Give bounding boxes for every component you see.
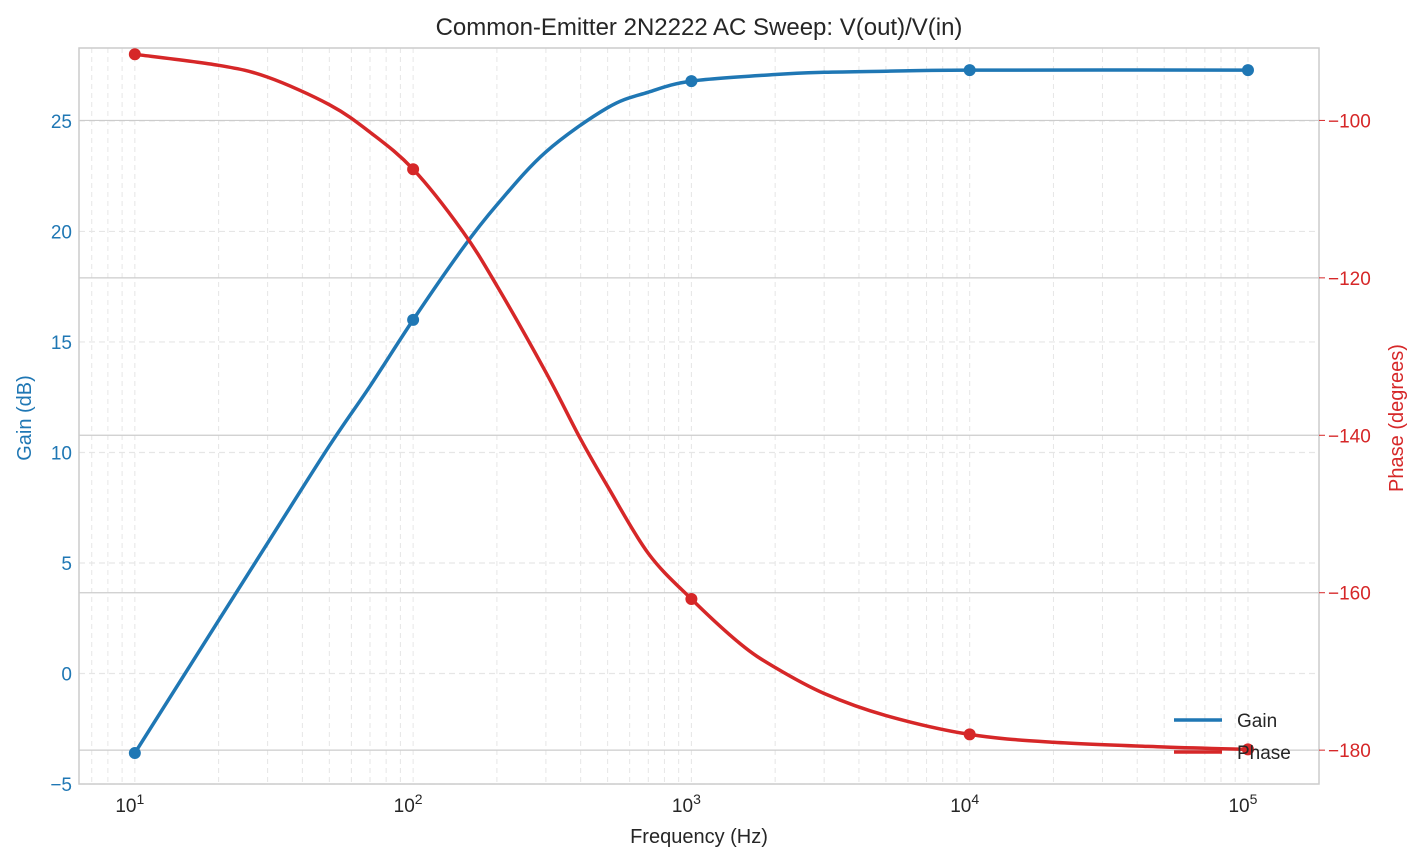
- y-right-tick-label: −160: [1328, 584, 1371, 605]
- y-right-tick-label: −140: [1328, 426, 1371, 447]
- y-right-tick-label: −100: [1328, 111, 1371, 132]
- y-left-tick-label: 20: [51, 222, 72, 243]
- gain-data-point: [128, 747, 141, 760]
- phase-data-point: [963, 728, 976, 741]
- x-tick-label: 101: [115, 791, 144, 817]
- x-tick-label: 103: [672, 791, 701, 817]
- phase-data-point: [1241, 743, 1254, 756]
- y-right-tick-label: −180: [1328, 741, 1371, 762]
- y-axis-right-label: Phase (degrees): [1386, 344, 1408, 492]
- phase-data-point: [128, 48, 141, 61]
- phase-data-point: [407, 163, 420, 176]
- y-left-tick-label: 15: [51, 333, 72, 354]
- y-left-tick-label: −5: [50, 775, 72, 796]
- x-tick-label: 102: [394, 791, 423, 817]
- y-left-tick-label: 25: [51, 112, 72, 133]
- phase-data-point: [685, 593, 698, 606]
- plot-frame: [78, 47, 1320, 785]
- legend: Gain Phase: [1174, 711, 1291, 764]
- legend-gain-label: Gain: [1237, 711, 1277, 732]
- axis-ticks: 101 102 103 104 105 −5 0 5 10 15 20 25 −180 −160 −140 −…: [50, 111, 1370, 817]
- grid: [79, 48, 1319, 785]
- gain-data-point: [685, 75, 698, 88]
- gain-data-point: [407, 313, 420, 326]
- y-left-tick-label: 5: [61, 554, 72, 575]
- y-right-tick-label: −120: [1328, 269, 1371, 290]
- y-axis-left-label: Gain (dB): [14, 375, 36, 461]
- gain-series-line: [133, 68, 1250, 755]
- x-axis-label: Frequency (Hz): [630, 826, 768, 848]
- chart-title: Common-Emitter 2N2222 AC Sweep: V(out)/V…: [436, 14, 963, 41]
- x-tick-label: 104: [950, 791, 979, 817]
- gain-data-point: [1241, 64, 1254, 77]
- x-tick-label: 105: [1228, 791, 1257, 817]
- gain-data-point: [963, 64, 976, 77]
- legend-phase-label: Phase: [1237, 743, 1291, 764]
- series: [128, 48, 1254, 760]
- y-left-tick-label: 10: [51, 443, 72, 464]
- y-left-tick-label: 0: [61, 664, 72, 685]
